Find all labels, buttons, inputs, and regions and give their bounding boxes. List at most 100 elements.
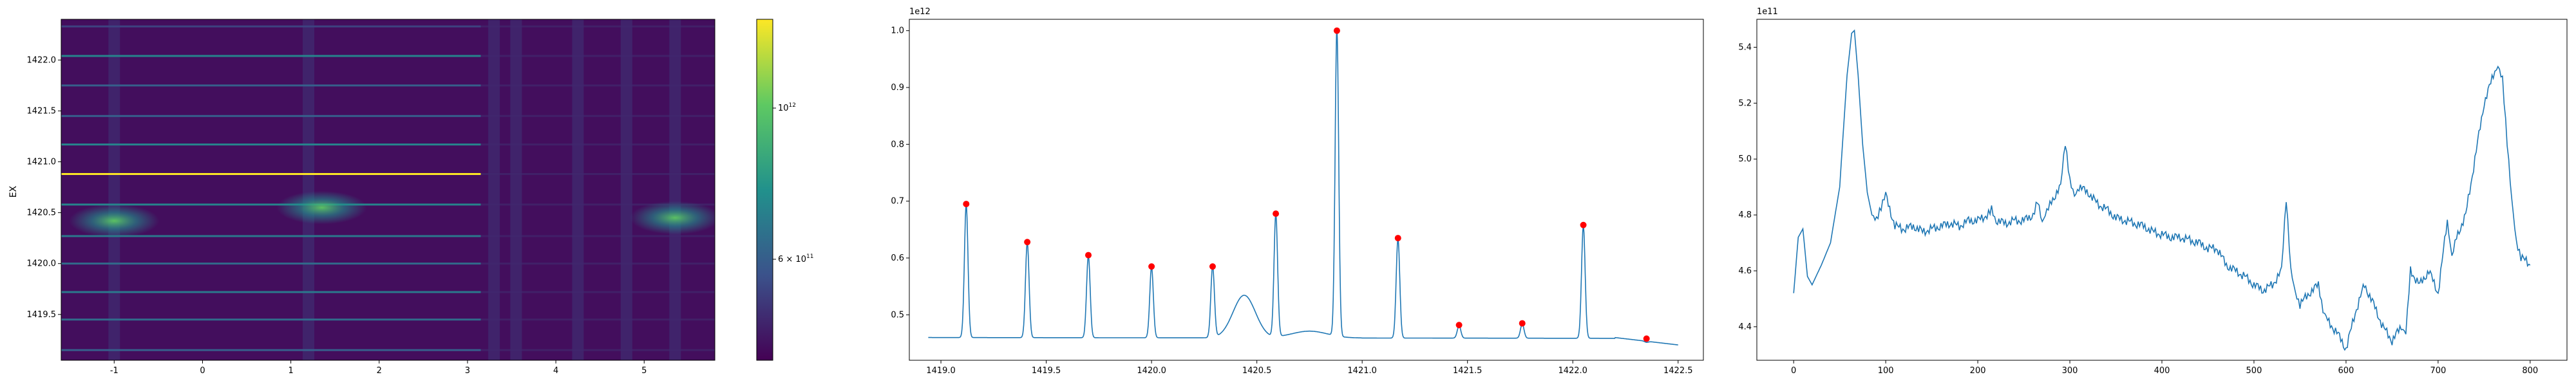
peak-marker (1148, 263, 1155, 270)
heatmap-row-line-faint (480, 84, 715, 87)
peak-marker (1643, 335, 1650, 342)
heatmap-y-tick-label: 1420.0 (27, 259, 57, 269)
peaks-y-tick-label: 1.0 (891, 26, 904, 36)
peaks-y-tick-label: 0.7 (891, 197, 904, 207)
heatmap-row-line-faint (480, 349, 715, 351)
heatmap-y-axis-label: EX (8, 185, 19, 198)
peaks-x-tick-label: 1420.5 (1242, 366, 1272, 376)
heatmap-frame (61, 19, 715, 361)
spectrum-x-tick-label: 800 (2522, 366, 2538, 376)
heatmap-x-tick-label: -1 (110, 366, 118, 376)
heatmap-image (61, 19, 715, 360)
heatmap-column-band (572, 19, 584, 360)
peaks-offset-text: 1e12 (909, 7, 931, 17)
heatmap-row-line (61, 25, 481, 28)
spectrum-y-axis: 4.4 4.6 4.8 5.0 5.2 5.4 (1738, 42, 1757, 332)
heatmap-row-line (61, 349, 481, 351)
peak-marker (1455, 322, 1463, 329)
spectrum-frame (1756, 19, 2568, 361)
spectrum-y-tick-label: 4.6 (1738, 266, 1752, 276)
spectrum-x-tick-label: 400 (2154, 366, 2170, 376)
colorbar-tick-upper: 1012 (773, 102, 796, 113)
heatmap-row-line-faint (480, 172, 715, 175)
heatmap-row-line (61, 172, 481, 175)
spectrum-x-tick-label: 300 (2062, 366, 2078, 376)
spectrum-y-tick-label: 5.4 (1738, 42, 1752, 52)
heatmap-y-tick-label: 1419.5 (27, 310, 57, 320)
peak-marker (963, 201, 970, 208)
peak-marker (1273, 210, 1280, 217)
heatmap-row-line-faint (480, 262, 715, 265)
heatmap-column-band (510, 19, 522, 360)
peak-marker (1519, 320, 1526, 327)
heatmap-x-tick-label: 3 (465, 366, 470, 376)
peaks-x-tick-label: 1419.0 (926, 366, 956, 376)
spectrum-x-tick-label: 100 (1878, 366, 1894, 376)
heatmap-hotspot (276, 190, 367, 225)
heatmap-row-line-faint (480, 143, 715, 146)
heatmap-row-line (61, 55, 481, 57)
spectrum-y-tick-label: 4.4 (1738, 322, 1752, 332)
peaks-x-axis: 1419.0 1419.5 1420.0 1420.5 1421.0 1421.5 1422… (926, 360, 1693, 376)
spectrum-series-line (1793, 29, 2531, 351)
spectrum-offset-text: 1e11 (1757, 7, 1778, 17)
heatmap-row-line-faint (480, 318, 715, 321)
peak-marker (1394, 235, 1401, 242)
heatmap-row-line (61, 262, 481, 265)
heatmap-row-line-faint (480, 25, 715, 28)
peaks-y-axis: 0.5 0.6 0.7 0.8 0.9 1.0 (891, 26, 909, 320)
heatmap-y-tick-label: 1422.0 (27, 55, 57, 65)
peaks-x-tick-label: 1420.0 (1137, 366, 1166, 376)
peaks-y-tick-label: 0.8 (891, 140, 904, 149)
peak-marker (1084, 252, 1092, 259)
heatmap-column-band (669, 19, 681, 360)
heatmap-row-line-faint (480, 203, 715, 206)
spectrum-x-axis: 0 100 200 300 400 500 600 700 800 (1791, 360, 2538, 376)
heatmap-column-band (303, 19, 315, 360)
peaks-markers (963, 27, 1650, 342)
colorbar-tick-base: 10 (778, 104, 789, 113)
heatmap-x-tick-label: 4 (553, 366, 558, 376)
heatmap-y-axis: 1419.5 1420.0 1420.5 1421.0 1421.5 1422.0 (27, 55, 61, 320)
spectrum-x-tick-label: 700 (2430, 366, 2446, 376)
spectrum-x-tick-label: 600 (2338, 366, 2354, 376)
heatmap-row-line (61, 235, 481, 237)
heatmap-hotspot (630, 201, 715, 235)
spectrum-panel: 1e11 0 100 200 300 400 500 600 700 800 4.4 4.6 4.8… (1738, 7, 2568, 376)
heatmap-y-tick-label: 1421.0 (27, 157, 57, 167)
peaks-frame (909, 19, 1704, 361)
peaks-x-tick-label: 1421.5 (1453, 366, 1482, 376)
peaks-x-tick-label: 1421.0 (1347, 366, 1377, 376)
heatmap-column-band (108, 19, 120, 360)
spectrum-x-tick-label: 200 (1970, 366, 1986, 376)
colorbar-tick-lower: 6 × 1011 (773, 253, 813, 264)
spectrum-x-tick-label: 500 (2246, 366, 2262, 376)
spectrum-x-tick-label: 0 (1791, 366, 1796, 376)
svg-text:1012: 1012 (778, 102, 796, 113)
heatmap-x-tick-label: 1 (288, 366, 293, 376)
peaks-series-line (928, 29, 1678, 345)
heatmap-row-line (61, 318, 481, 321)
peak-marker (1333, 27, 1340, 34)
spectrum-y-tick-label: 4.8 (1738, 210, 1752, 220)
heatmap-column-band (488, 19, 500, 360)
spectrum-y-tick-label: 5.2 (1738, 98, 1752, 108)
heatmap-x-tick-label: 0 (200, 366, 205, 376)
peak-marker (1024, 239, 1031, 246)
heatmap-panel: -1 0 1 2 3 4 5 1419.51420.01420.51421.01421.51… (8, 19, 813, 376)
peaks-y-tick-label: 0.5 (891, 310, 904, 320)
colorbar-tick-exponent: 11 (806, 253, 813, 260)
heatmap-row-line-faint (480, 55, 715, 57)
heatmap-hotspot (69, 204, 160, 238)
heatmap-column-band (620, 19, 632, 360)
peaks-x-tick-label: 1422.5 (1663, 366, 1693, 376)
heatmap-row-line (61, 115, 481, 117)
heatmap-y-tick-label: 1421.5 (27, 106, 57, 116)
heatmap-row-line (61, 143, 481, 146)
peaks-panel: 1e12 1419.0 1419.5 1420.0 1420.5 1421.0 1421.… (891, 7, 1704, 376)
heatmap-row-line (61, 84, 481, 87)
spectrum-y-tick-label: 5.0 (1738, 154, 1752, 164)
peaks-x-tick-label: 1419.5 (1032, 366, 1061, 376)
heatmap-row-line-faint (480, 291, 715, 293)
